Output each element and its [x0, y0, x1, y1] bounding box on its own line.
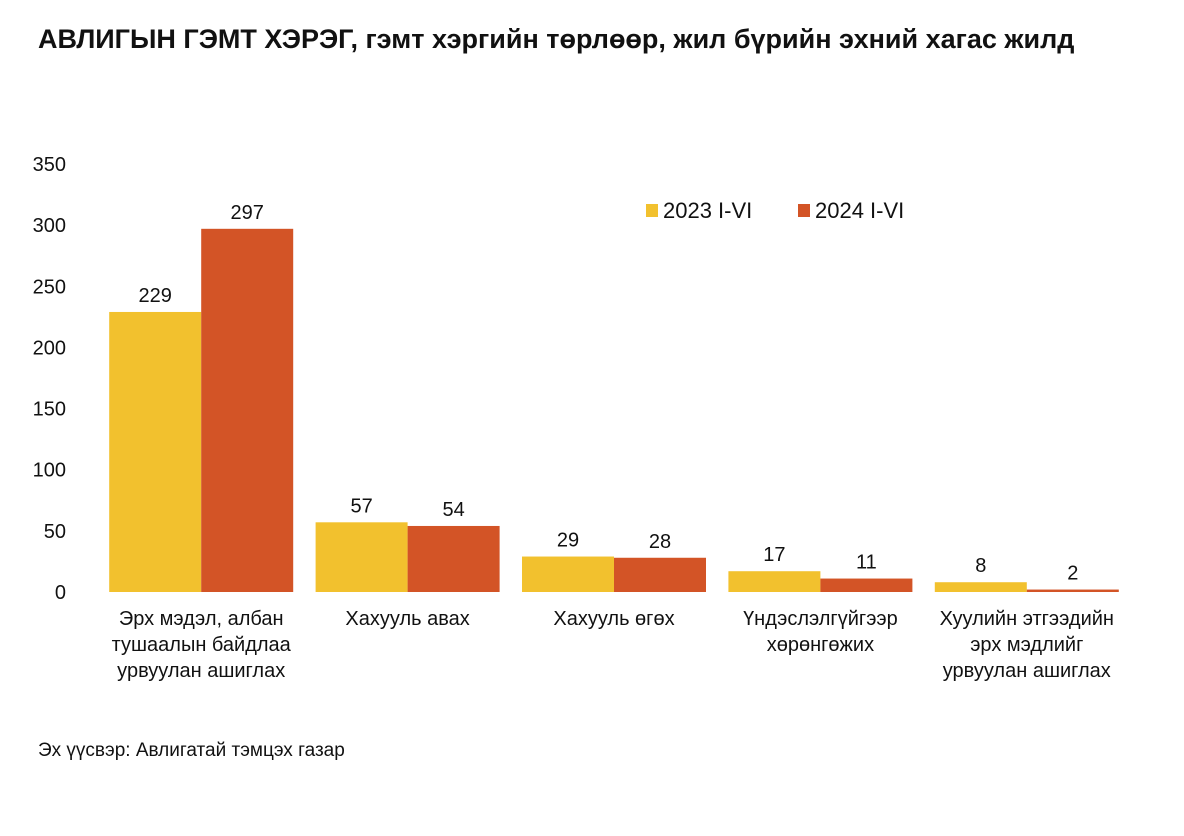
x-category-label-line: урвуулан ашиглах [117, 660, 285, 682]
legend-swatch-2024 [798, 204, 810, 217]
y-tick-label: 50 [44, 521, 66, 543]
bar-2024 [201, 228, 294, 592]
bar-2023 [934, 582, 1027, 592]
y-tick-label: 300 [33, 215, 66, 237]
x-category-label-line: хөрөнгөжих [767, 634, 874, 656]
x-category-label-line: Эрх мэдэл, албан [119, 608, 284, 630]
data-label: 17 [763, 544, 785, 566]
data-label: 229 [139, 285, 172, 307]
x-category-label-line: Хуулийн этгээдийн [940, 608, 1114, 630]
data-label: 29 [557, 530, 579, 552]
data-label: 54 [442, 499, 464, 521]
x-category-label-line: Хахууль авах [345, 608, 469, 630]
data-label: 297 [231, 202, 264, 224]
y-tick-label: 100 [33, 460, 66, 482]
x-category-label: Хахууль өгөх [553, 608, 674, 630]
chart-title: АВЛИГЫН ГЭМТ ХЭРЭГ, гэмт хэргийн төрлөөр… [38, 24, 1075, 54]
y-tick-label: 350 [33, 154, 66, 176]
y-tick-label: 150 [33, 399, 66, 421]
y-tick-label: 200 [33, 337, 66, 359]
x-category-label-line: Хахууль өгөх [553, 608, 674, 630]
bar-2023 [315, 522, 408, 592]
legend-swatch-2023 [646, 204, 658, 217]
bar-2024 [820, 578, 913, 592]
bar-2023 [522, 556, 614, 592]
x-category-label-line: урвуулан ашиглах [943, 660, 1111, 682]
bar-2024 [1026, 589, 1119, 592]
bar-2024 [407, 525, 500, 592]
x-category-label: Хахууль авах [345, 608, 469, 630]
x-category-label: Эрх мэдэл, албан тушаалын байдлаа урвуулан… [112, 608, 292, 682]
bar-2023 [109, 311, 202, 592]
bar-2023 [728, 571, 821, 592]
data-label: 8 [975, 555, 986, 577]
y-tick-label: 250 [33, 276, 66, 298]
data-label: 11 [856, 552, 877, 574]
x-category-label-line: Үндэслэлгүйгээр [743, 608, 898, 630]
legend-label: 2023 I-VI [663, 198, 752, 223]
data-label: 57 [350, 495, 372, 517]
data-label: 2 [1067, 563, 1078, 585]
x-category-label-line: эрх мэдлийг [970, 634, 1083, 656]
bar-2024 [614, 557, 706, 592]
source-note: Эх үүсвэр: Авлигатай тэмцэх газар [38, 740, 345, 761]
data-label: 28 [649, 531, 671, 553]
x-category-label: Үндэслэлгүйгээр хөрөнгөжих [743, 608, 898, 656]
y-tick-label: 0 [55, 582, 66, 604]
x-category-label-line: тушаалын байдлаа [112, 634, 292, 656]
x-category-label: Хуулийн этгээдийн эрх мэдлийг урвуулан аши… [940, 608, 1114, 682]
legend-label: 2024 I-VI [815, 198, 904, 223]
